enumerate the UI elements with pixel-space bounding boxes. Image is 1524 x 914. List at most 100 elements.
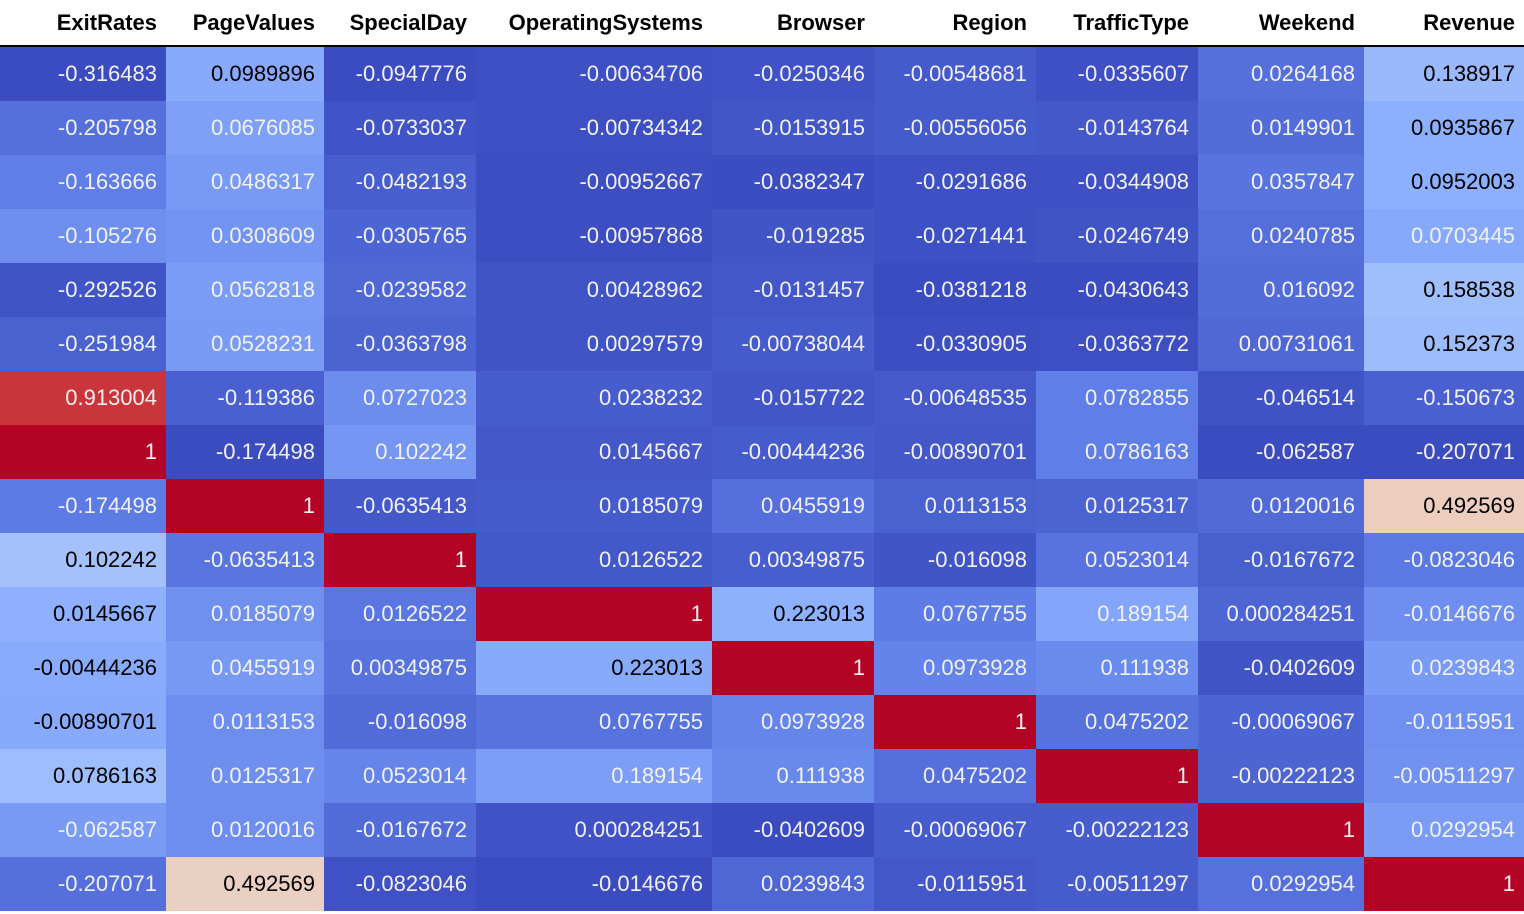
heatmap-cell-operatingsystems: 0.00297579 <box>476 317 712 371</box>
heatmap-cell-specialday: 0.102242 <box>324 425 476 479</box>
heatmap-cell-revenue: 0.0292954 <box>1364 803 1524 857</box>
heatmap-cell-pagevalues: 0.0676085 <box>166 101 324 155</box>
heatmap-cell-traffictype: -0.00222123 <box>1036 803 1198 857</box>
heatmap-cell-region: -0.0115951 <box>874 857 1036 911</box>
heatmap-cell-weekend: 0.016092 <box>1198 263 1364 317</box>
heatmap-cell-browser: -0.0402609 <box>712 803 874 857</box>
heatmap-cell-operatingsystems: -0.00734342 <box>476 101 712 155</box>
heatmap-cell-weekend: -0.0402609 <box>1198 641 1364 695</box>
heatmap-cell-revenue: 0.158538 <box>1364 263 1524 317</box>
heatmap-cell-browser: 0.0973928 <box>712 695 874 749</box>
heatmap-cell-traffictype: 1 <box>1036 749 1198 803</box>
heatmap-cell-browser: 0.00349875 <box>712 533 874 587</box>
table-row: -0.316483 0.0989896 -0.0947776 -0.00634706-… <box>0 46 1524 101</box>
heatmap-cell-traffictype: -0.0344908 <box>1036 155 1198 209</box>
table-row: -0.062587 0.0120016 -0.0167672 0.000284251-… <box>0 803 1524 857</box>
heatmap-cell-pagevalues: 0.0486317 <box>166 155 324 209</box>
heatmap-cell-browser: 0.0239843 <box>712 857 874 911</box>
heatmap-cell-specialday: -0.0363798 <box>324 317 476 371</box>
heatmap-cell-traffictype: -0.00511297 <box>1036 857 1198 911</box>
table-row: -0.207071 0.492569 -0.0823046 -0.0146676 0.0… <box>0 857 1524 911</box>
heatmap-cell-browser: -0.0131457 <box>712 263 874 317</box>
table-row: 0.0786163 0.0125317 0.0523014 0.189154 0.111… <box>0 749 1524 803</box>
heatmap-cell-weekend: 0.000284251 <box>1198 587 1364 641</box>
heatmap-cell-revenue: -0.0115951 <box>1364 695 1524 749</box>
table-row: -0.292526 0.0562818 -0.0239582 0.00428962 -0… <box>0 263 1524 317</box>
heatmap-cell-traffictype: -0.0430643 <box>1036 263 1198 317</box>
heatmap-cell-exitrates: -0.251984 <box>0 317 166 371</box>
heatmap-cell-region: -0.00069067 <box>874 803 1036 857</box>
heatmap-cell-exitrates: -0.163666 <box>0 155 166 209</box>
heatmap-cell-pagevalues: 0.0989896 <box>166 46 324 101</box>
heatmap-cell-operatingsystems: 0.0126522 <box>476 533 712 587</box>
heatmap-cell-region: -0.0291686 <box>874 155 1036 209</box>
heatmap-cell-traffictype: 0.0786163 <box>1036 425 1198 479</box>
heatmap-cell-browser: 1 <box>712 641 874 695</box>
heatmap-cell-pagevalues: 0.0185079 <box>166 587 324 641</box>
heatmap-cell-exitrates: -0.062587 <box>0 803 166 857</box>
heatmap-cell-region: 0.0767755 <box>874 587 1036 641</box>
heatmap-cell-weekend: 0.0240785 <box>1198 209 1364 263</box>
table-body: -0.316483 0.0989896 -0.0947776 -0.00634706-… <box>0 46 1524 911</box>
heatmap-cell-exitrates: 1 <box>0 425 166 479</box>
column-header-weekend: Weekend <box>1198 0 1364 46</box>
column-header-browser: Browser <box>712 0 874 46</box>
heatmap-cell-specialday: -0.0482193 <box>324 155 476 209</box>
heatmap-cell-pagevalues: 0.0125317 <box>166 749 324 803</box>
heatmap-cell-revenue: -0.150673 <box>1364 371 1524 425</box>
heatmap-cell-weekend: -0.0167672 <box>1198 533 1364 587</box>
heatmap-cell-revenue: 1 <box>1364 857 1524 911</box>
heatmap-cell-exitrates: -0.207071 <box>0 857 166 911</box>
heatmap-cell-revenue: 0.138917 <box>1364 46 1524 101</box>
heatmap-cell-exitrates: -0.105276 <box>0 209 166 263</box>
heatmap-cell-revenue: 0.0935867 <box>1364 101 1524 155</box>
heatmap-cell-region: -0.0271441 <box>874 209 1036 263</box>
heatmap-cell-pagevalues: -0.119386 <box>166 371 324 425</box>
column-header-revenue: Revenue <box>1364 0 1524 46</box>
table-row: 0.0145667 0.0185079 0.0126522 1 0.223013 0.07… <box>0 587 1524 641</box>
heatmap-cell-region: -0.0330905 <box>874 317 1036 371</box>
heatmap-cell-browser: -0.00444236 <box>712 425 874 479</box>
heatmap-cell-browser: -0.0382347 <box>712 155 874 209</box>
heatmap-cell-weekend: 0.0120016 <box>1198 479 1364 533</box>
table-row: 0.913004 -0.119386 0.0727023 0.0238232 -0.01… <box>0 371 1524 425</box>
heatmap-cell-specialday: 1 <box>324 533 476 587</box>
heatmap-cell-operatingsystems: 1 <box>476 587 712 641</box>
heatmap-cell-traffictype: 0.189154 <box>1036 587 1198 641</box>
heatmap-cell-region: 0.0973928 <box>874 641 1036 695</box>
heatmap-cell-weekend: 0.0149901 <box>1198 101 1364 155</box>
column-header-region: Region <box>874 0 1036 46</box>
heatmap-cell-operatingsystems: -0.00952667 <box>476 155 712 209</box>
heatmap-cell-exitrates: 0.102242 <box>0 533 166 587</box>
heatmap-cell-pagevalues: 0.0113153 <box>166 695 324 749</box>
heatmap-cell-region: -0.00548681 <box>874 46 1036 101</box>
heatmap-cell-specialday: -0.016098 <box>324 695 476 749</box>
heatmap-cell-weekend: -0.00069067 <box>1198 695 1364 749</box>
heatmap-cell-weekend: 1 <box>1198 803 1364 857</box>
heatmap-cell-weekend: 0.00731061 <box>1198 317 1364 371</box>
table-header: ExitRates PageValues SpecialDay OperatingSy… <box>0 0 1524 46</box>
heatmap-cell-weekend: -0.00222123 <box>1198 749 1364 803</box>
table-row: -0.105276 0.0308609 -0.0305765 -0.00957868-… <box>0 209 1524 263</box>
heatmap-cell-browser: 0.223013 <box>712 587 874 641</box>
heatmap-cell-specialday: 0.0523014 <box>324 749 476 803</box>
heatmap-cell-weekend: -0.062587 <box>1198 425 1364 479</box>
heatmap-cell-revenue: 0.0952003 <box>1364 155 1524 209</box>
table-row: -0.251984 0.0528231 -0.0363798 0.00297579 -0… <box>0 317 1524 371</box>
heatmap-cell-traffictype: -0.0246749 <box>1036 209 1198 263</box>
column-header-pagevalues: PageValues <box>166 0 324 46</box>
heatmap-cell-pagevalues: 0.0120016 <box>166 803 324 857</box>
heatmap-cell-revenue: -0.0823046 <box>1364 533 1524 587</box>
heatmap-cell-specialday: -0.0823046 <box>324 857 476 911</box>
heatmap-cell-revenue: 0.152373 <box>1364 317 1524 371</box>
heatmap-cell-specialday: -0.0947776 <box>324 46 476 101</box>
table-row: -0.163666 0.0486317 -0.0482193 -0.00952667-… <box>0 155 1524 209</box>
heatmap-cell-browser: -0.0157722 <box>712 371 874 425</box>
heatmap-cell-pagevalues: 0.0562818 <box>166 263 324 317</box>
heatmap-cell-operatingsystems: -0.00957868 <box>476 209 712 263</box>
table-row: -0.00444236 0.0455919 0.00349875 0.223013 1 0… <box>0 641 1524 695</box>
heatmap-cell-operatingsystems: -0.0146676 <box>476 857 712 911</box>
heatmap-cell-operatingsystems: 0.223013 <box>476 641 712 695</box>
heatmap-cell-pagevalues: 0.0455919 <box>166 641 324 695</box>
